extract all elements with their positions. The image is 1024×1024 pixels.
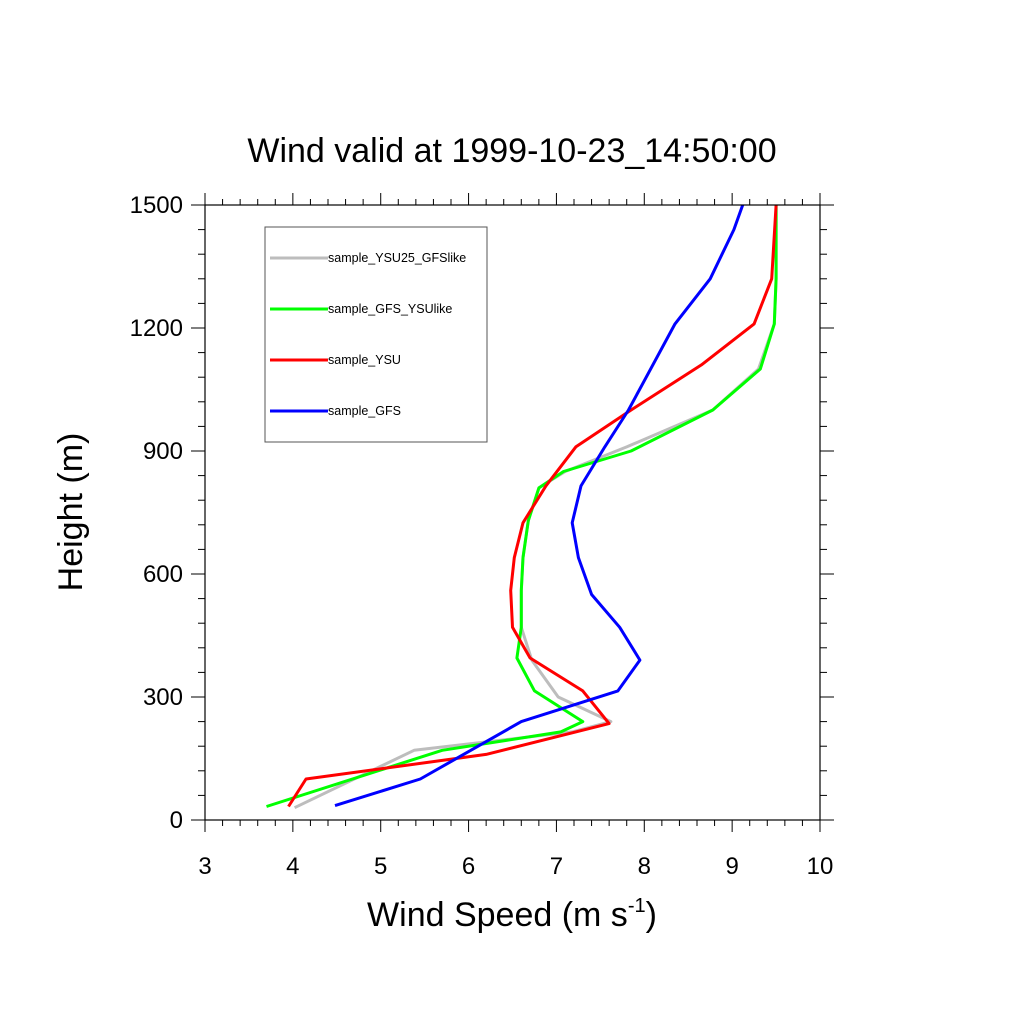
y-tick-label: 1500 — [130, 192, 183, 219]
series-lines — [266, 204, 778, 810]
x-tick-label: 3 — [198, 853, 211, 880]
axis-tick-labels: 3 4 5 6 7 8 9 10 0 300 600 900 1200 1500 — [130, 192, 834, 880]
x-tick-label: 10 — [807, 853, 834, 880]
x-tick-label: 6 — [462, 853, 475, 880]
legend: sample_YSU25_GFSlike sample_GFS_YSUlikesa… — [264, 226, 488, 443]
x-axis-label: Wind Speed (m s-1) — [367, 895, 657, 934]
x-tick-label: 8 — [638, 853, 651, 880]
series-line-sample_GFS — [334, 204, 745, 808]
legend-label: sample_YSU25_GFSlike — [328, 251, 466, 265]
y-tick-label: 900 — [143, 438, 183, 465]
x-tick-label: 5 — [374, 853, 387, 880]
legend-label: sample_YSU — [328, 353, 401, 367]
series-line-sample_YSU — [287, 204, 778, 808]
axis-ticks — [191, 193, 834, 832]
legend-box — [264, 226, 488, 443]
y-axis-label: Height (m) — [52, 433, 90, 592]
chart-title: Wind valid at 1999-10-23_14:50:00 — [247, 132, 776, 170]
x-tick-label: 7 — [550, 853, 563, 880]
plot-frame — [204, 204, 821, 821]
legend-label: sample_GFS — [328, 404, 401, 418]
y-tick-label: 600 — [143, 561, 183, 588]
y-tick-label: 0 — [170, 807, 183, 834]
legend-label: sample_GFS_YSUlike — [328, 302, 452, 316]
series-line-sample_GFS_YSUlike — [266, 205, 778, 808]
y-tick-label: 300 — [143, 684, 183, 711]
x-tick-label: 4 — [286, 853, 299, 880]
y-tick-label: 1200 — [130, 315, 183, 342]
x-tick-label: 9 — [725, 853, 738, 880]
